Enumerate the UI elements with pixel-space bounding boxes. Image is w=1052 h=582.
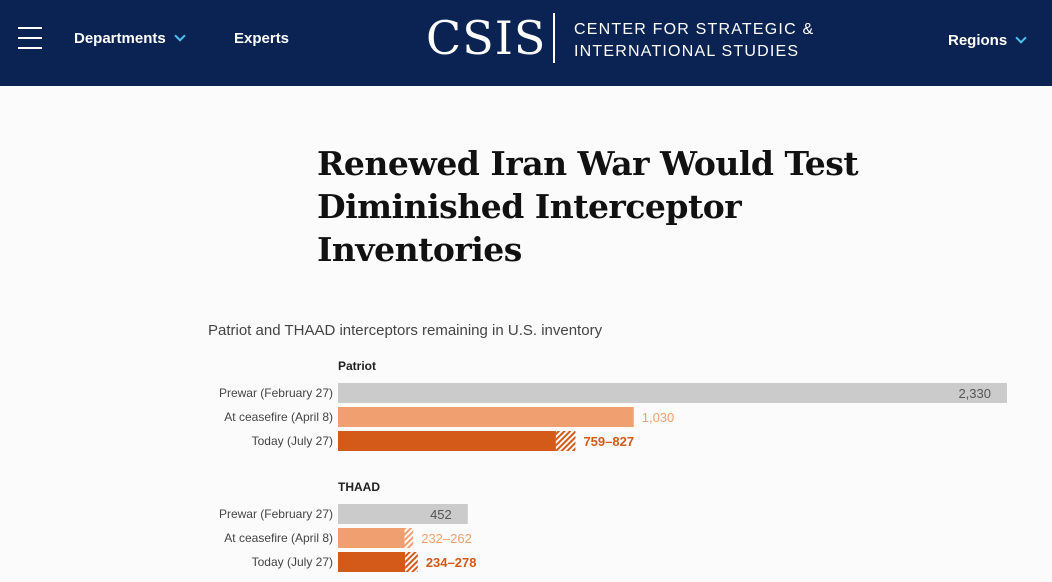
nav-experts-label: Experts: [234, 30, 290, 47]
group-label: THAAD: [338, 480, 380, 494]
interceptor-bar-chart: Patriot Prewar (February 27) 2,330 At cease…: [219, 359, 1007, 572]
bar-value-label: 759–827: [583, 434, 634, 449]
bar-category-label: At ceasefire (April 8): [224, 531, 333, 545]
bar-category-label: Prewar (February 27): [219, 507, 333, 521]
nav-departments[interactable]: Departments: [74, 30, 186, 47]
bar: [338, 431, 556, 451]
bar: [338, 528, 405, 548]
chart-subtitle: Patriot and THAAD interceptors remaining…: [208, 322, 603, 339]
site-header: Departments Experts CSIS CENTER FOR STRA…: [0, 0, 1052, 86]
bar-value-label: 452: [430, 507, 452, 522]
hamburger-menu-icon[interactable]: [18, 27, 42, 49]
bar-category-label: Today (July 27): [252, 555, 333, 569]
chevron-down-icon: [1015, 32, 1027, 44]
bar: [338, 383, 1007, 403]
bar-category-label: Prewar (February 27): [219, 386, 333, 400]
bar-value-label: 232–262: [421, 531, 472, 546]
bar: [338, 504, 468, 524]
nav-regions-label: Regions: [948, 32, 1008, 49]
nav-departments-label: Departments: [74, 30, 166, 47]
nav-experts[interactable]: Experts: [234, 30, 289, 47]
title-line: Renewed Iran War Would Test: [317, 144, 859, 183]
logo-divider: [553, 13, 555, 63]
bar: [338, 407, 634, 427]
csis-logo[interactable]: CSIS: [426, 11, 547, 65]
bar-value-label: 1,030: [642, 410, 675, 425]
logo-line-2: INTERNATIONAL STUDIES: [574, 43, 800, 60]
title-line: Inventories: [317, 230, 522, 269]
bar-category-label: At ceasefire (April 8): [224, 410, 333, 424]
bar-range: [555, 431, 576, 451]
bar-range: [405, 552, 418, 572]
title-line: Diminished Interceptor: [317, 187, 742, 226]
bar: [338, 552, 406, 572]
bar-range: [404, 528, 414, 548]
group-label: Patriot: [338, 359, 376, 373]
logo-line-1: CENTER FOR STRATEGIC &: [574, 21, 815, 38]
bar-category-label: Today (July 27): [252, 434, 333, 448]
bar-value-label: 234–278: [426, 555, 477, 570]
logo-fullname[interactable]: CENTER FOR STRATEGIC & INTERNATIONAL STU…: [574, 19, 814, 63]
chevron-down-icon: [174, 30, 186, 42]
article-title: Renewed Iran War Would Test Diminished I…: [317, 142, 917, 271]
bar-value-label: 2,330: [958, 386, 991, 401]
nav-regions[interactable]: Regions: [948, 32, 1027, 49]
